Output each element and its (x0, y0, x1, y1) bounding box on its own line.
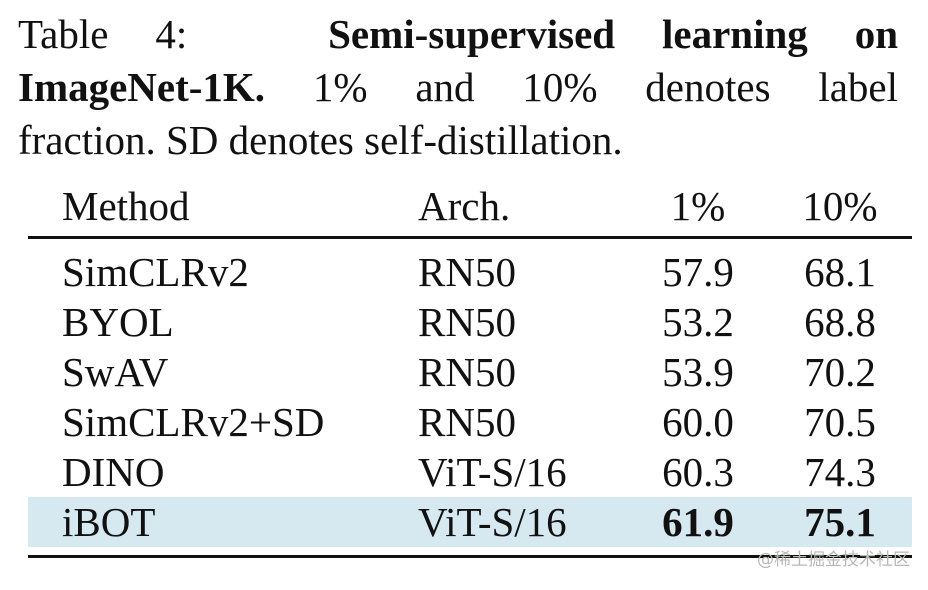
cell-arch: RN50 (418, 349, 516, 395)
header-10-percent: 10% (768, 180, 912, 239)
watermark: @稀土掘金技术社区 (757, 550, 910, 570)
caption-label: Table 4: (18, 11, 188, 57)
cell-1-percent: 53.9 (662, 349, 734, 395)
cell-10-percent: 70.2 (804, 349, 876, 395)
cell-10-percent: 74.3 (804, 449, 876, 495)
caption-line-2: ImageNet-1K. 1% and 10% denotes label (18, 61, 898, 114)
table-row: SwAV RN50 53.9 70.2 (28, 347, 912, 397)
cell-method: SimCLRv2+SD (62, 399, 325, 445)
table-row: BYOL RN50 53.2 68.8 (28, 297, 912, 347)
caption-line-1: Table 4: Semi-supervised learning on (18, 8, 898, 61)
cell-10-percent: 70.5 (804, 399, 876, 445)
cell-arch: ViT-S/16 (418, 497, 628, 547)
table-row: SimCLRv2 RN50 57.9 68.1 (28, 238, 912, 298)
cell-method: iBOT (28, 497, 418, 547)
cell-method: SwAV (62, 349, 169, 395)
cell-1-percent-best: 61.9 (628, 497, 768, 547)
cell-method: SimCLRv2 (62, 249, 249, 295)
cell-1-percent: 60.0 (662, 399, 734, 445)
cell-1-percent: 57.9 (662, 249, 734, 295)
cell-method: DINO (62, 449, 165, 495)
caption-title-part2: ImageNet-1K. (18, 64, 266, 110)
caption-line-3: fraction. SD denotes self-distillation. (18, 117, 623, 163)
cell-arch: RN50 (418, 399, 516, 445)
table-row-highlighted: iBOT ViT-S/16 61.9 75.1 (28, 497, 912, 547)
cell-method: BYOL (62, 299, 174, 345)
caption-title-part1: Semi-supervised learning on (328, 11, 899, 57)
cell-10-percent: 68.8 (804, 299, 876, 345)
cell-arch: RN50 (418, 299, 516, 345)
results-table: Method Arch. 1% 10% SimCLRv2 RN50 57.9 6… (28, 180, 912, 547)
caption-description-1: 1% and 10% denotes label (312, 64, 898, 110)
cell-10-percent: 68.1 (804, 249, 876, 295)
table-header-row: Method Arch. 1% 10% (28, 180, 912, 239)
results-table-container: Method Arch. 1% 10% SimCLRv2 RN50 57.9 6… (28, 180, 912, 547)
cell-10-percent-best: 75.1 (768, 497, 912, 547)
table-row: DINO ViT-S/16 60.3 74.3 (28, 447, 912, 497)
cell-arch: ViT-S/16 (418, 449, 567, 495)
header-method: Method (28, 180, 418, 239)
table-row: SimCLRv2+SD RN50 60.0 70.5 (28, 397, 912, 447)
cell-1-percent: 53.2 (662, 299, 734, 345)
cell-arch: RN50 (418, 249, 516, 295)
table-caption: Table 4: Semi-supervised learning on Ima… (18, 8, 898, 167)
table-bottom-rule (28, 555, 912, 558)
header-1-percent: 1% (628, 180, 768, 239)
header-arch: Arch. (418, 180, 628, 239)
cell-1-percent: 60.3 (662, 449, 734, 495)
